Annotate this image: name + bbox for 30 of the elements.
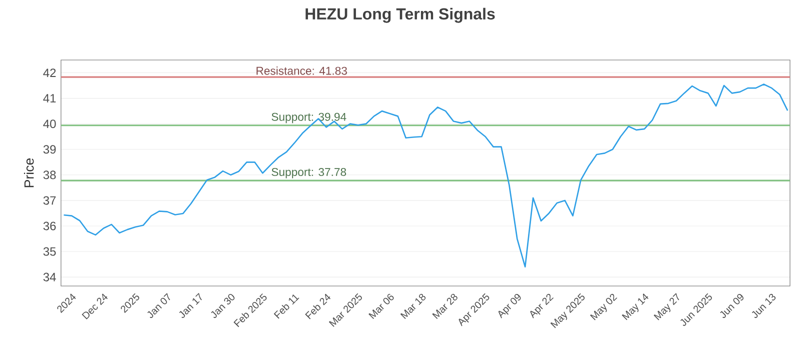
ref-line-label: Support: 39.94 <box>272 112 346 124</box>
x-tick-label: Mar 18 <box>400 294 426 320</box>
x-tick-label: Dec 24 <box>82 294 108 320</box>
y-axis-title: Price <box>24 158 34 188</box>
y-tick-label: 39 <box>43 145 56 154</box>
y-tick-label: 40 <box>43 120 56 128</box>
y-tick-label: 41 <box>43 94 56 102</box>
x-tick-label: Feb 11 <box>274 294 300 319</box>
x-tick-label: Mar 06 <box>368 294 394 320</box>
x-tick-label: Mar 28 <box>432 294 458 320</box>
chart-title: HEZU Long Term Signals <box>306 8 495 23</box>
x-tick-label: May 27 <box>654 293 680 320</box>
y-tick-label: 37 <box>43 196 56 205</box>
x-tick-label: May 14 <box>622 294 648 320</box>
y-tick-label: 42 <box>43 68 56 77</box>
x-tick-label: Apr 22 <box>530 294 554 318</box>
x-tick-label: Jan 07 <box>147 293 170 318</box>
line-series <box>63 84 788 268</box>
x-tick-label: Jun 13 <box>752 294 776 318</box>
x-tick-label: Apr 09 <box>498 294 521 318</box>
y-tick-label: 35 <box>43 247 56 256</box>
x-tick-label: Feb 24 <box>305 294 331 320</box>
y-tick-label: 34 <box>43 272 56 282</box>
ref-line-label: Resistance: 41.83 <box>256 66 347 75</box>
x-tick-label: Jan 30 <box>211 294 235 318</box>
y-tick-label: 36 <box>43 222 56 230</box>
y-tick-label: 38 <box>43 170 56 180</box>
x-tick-label: Jun 09 <box>720 294 744 318</box>
ref-line-label: Support: 37.78 <box>272 168 346 178</box>
x-tick-label: Jan 17 <box>179 293 202 318</box>
